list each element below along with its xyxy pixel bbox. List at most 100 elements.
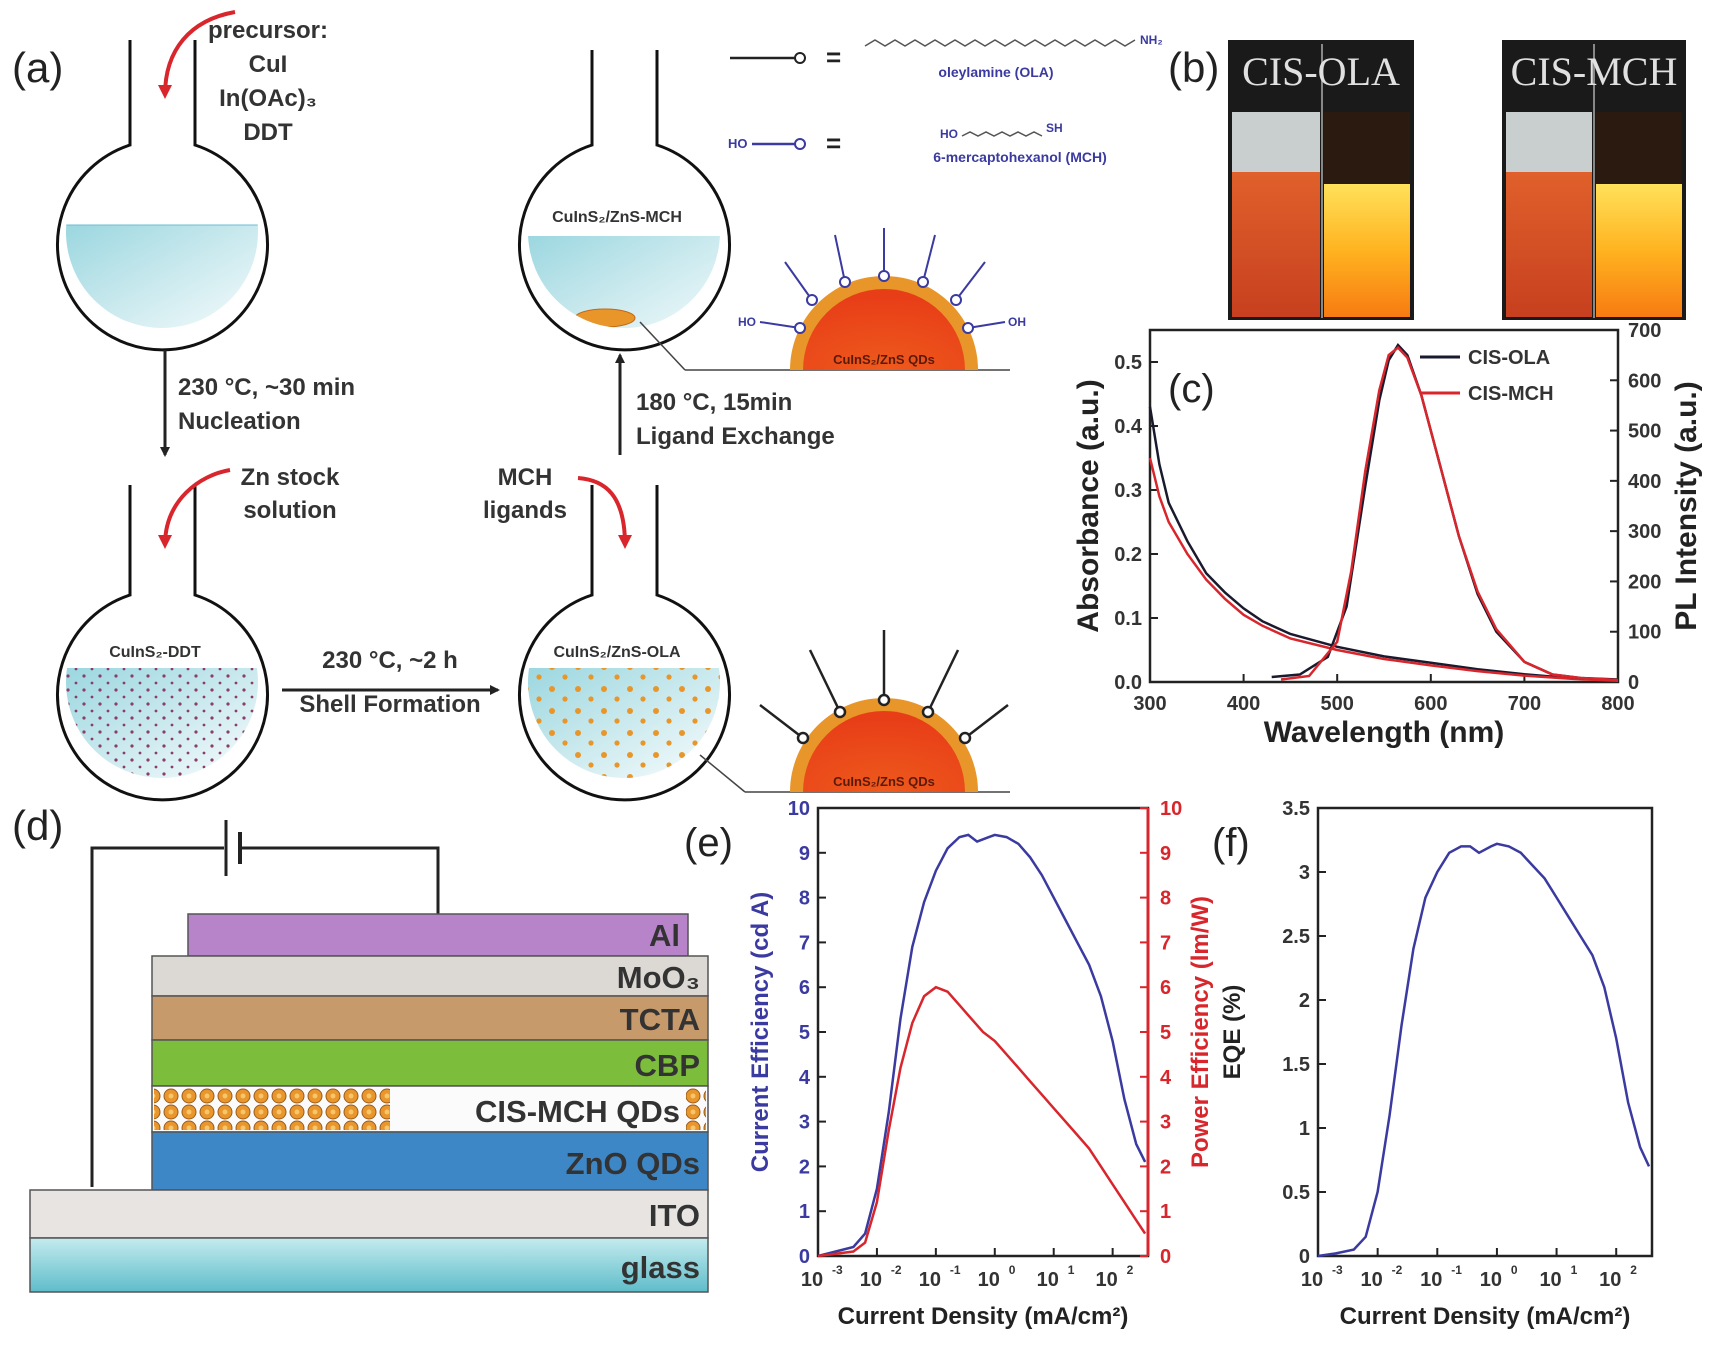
chart-e-y2tick-label: 8 — [1160, 888, 1171, 910]
chart-e-ytick-label: 2 — [799, 1156, 810, 1178]
chart-e-xtick-label: 10 — [919, 1269, 941, 1291]
chart-e-y2tick-label: 10 — [1160, 798, 1182, 820]
chart-c-y2tick-label: 600 — [1628, 370, 1661, 392]
chart-e-series-line — [817, 833, 1147, 1258]
vial-photo-ola: CIS-OLA — [1228, 40, 1414, 320]
chart-c-y2label: PL Intensity (a.u.) — [1670, 381, 1703, 630]
chart-c-ytick-label: 0.5 — [1114, 352, 1142, 374]
chart-e-ytick-label: 7 — [799, 932, 810, 954]
vial-photo-mch: CIS-MCH — [1502, 40, 1686, 320]
mch-oh-label: OH — [1008, 315, 1026, 329]
chart-c-series-line — [1271, 343, 1619, 681]
chart-e-y2tick-label: 4 — [1160, 1067, 1172, 1089]
chart-c-ylabel: Absorbance (a.u.) — [1072, 379, 1105, 632]
qd-mch-label: CuInS₂/ZnS QDs — [833, 352, 935, 367]
chart-e-ytick-label: 6 — [799, 977, 810, 999]
legend-ola-end: NH₂ — [1140, 33, 1163, 47]
chart-e-ytick-label: 10 — [788, 798, 810, 820]
precursor-label-1: CuI — [249, 51, 288, 78]
chart-e-ytick-label: 1 — [799, 1201, 810, 1223]
precursor-label-0: precursor: — [208, 17, 328, 44]
panel-b-label: (b) — [1168, 44, 1219, 91]
chart-c-y2tick-label: 200 — [1628, 571, 1661, 593]
nucleation-label-1: Nucleation — [178, 408, 301, 435]
chart-c-xtick-label: 700 — [1508, 693, 1541, 715]
legend-mch-ho-2: HO — [940, 127, 958, 141]
legend-mch-ho: HO — [728, 136, 748, 151]
qd-beads-edge — [686, 1088, 706, 1130]
mch-ligands-label-0: MCH — [498, 464, 553, 491]
layer-label-glass: glass — [621, 1250, 700, 1285]
chart-f-xtick-exp: 2 — [1630, 1263, 1637, 1277]
chart-e-xtick-exp: -1 — [950, 1263, 961, 1277]
chart-e-y2tick-label: 1 — [1160, 1201, 1171, 1223]
layer-label-zno: ZnO QDs — [566, 1146, 700, 1181]
chart-c-legend-ola: CIS-OLA — [1468, 347, 1550, 369]
chart-c-xtick-label: 400 — [1227, 693, 1260, 715]
precursor-label-2: In(OAc)₃ — [219, 85, 317, 112]
chart-f-xtick-label: 10 — [1301, 1269, 1323, 1291]
flask-ola-label: CuInS₂/ZnS-OLA — [553, 644, 681, 661]
chart-c-ytick-label: 0.3 — [1114, 480, 1142, 502]
legend-mch-end: SH — [1046, 121, 1063, 135]
chart-c-xtick-label: 500 — [1321, 693, 1354, 715]
shell-label-0: 230 °C, ~2 h — [322, 647, 458, 674]
chart-e-xtick-label: 10 — [801, 1269, 823, 1291]
chart-c-y2tick-label: 100 — [1628, 622, 1661, 644]
chart-f-xtick-exp: -2 — [1392, 1263, 1403, 1277]
chart-e-xtick-exp: 0 — [1009, 1263, 1016, 1277]
chart-f-panel-label: (f) — [1212, 821, 1250, 865]
device-layer-stack — [29, 913, 709, 1293]
chart-c-y2tick-label: 700 — [1628, 320, 1661, 342]
vial-ola-label: CIS-OLA — [1242, 49, 1400, 94]
layer-al — [187, 913, 689, 957]
chart-e-xtick-label: 10 — [1037, 1269, 1059, 1291]
ligand-exchange-label-0: 180 °C, 15min — [636, 389, 792, 416]
qd-beads-fill — [154, 1088, 390, 1130]
legend-equals-1: = — [826, 42, 841, 72]
chart-c-xlabel: Wavelength (nm) — [1264, 716, 1505, 749]
chart-e-xtick-label: 10 — [1096, 1269, 1118, 1291]
chart-f-xtick-label: 10 — [1420, 1269, 1442, 1291]
chart-f-ytick-label: 3.5 — [1282, 798, 1310, 820]
chart-f-frame — [1316, 806, 1654, 1258]
chart-e-ytick-label: 5 — [799, 1022, 810, 1044]
legend-ola-name: oleylamine (OLA) — [938, 64, 1053, 80]
layer-ito — [29, 1189, 709, 1239]
chart-f-ytick-label: 0.5 — [1282, 1182, 1310, 1204]
layer-glass — [29, 1237, 709, 1293]
chart-c-y2tick-label: 500 — [1628, 421, 1661, 443]
flask-ddt-label: CuInS₂-DDT — [109, 644, 201, 661]
nucleation-label-0: 230 °C, ~30 min — [178, 374, 355, 401]
chart-e-xtick-label: 10 — [978, 1269, 1000, 1291]
chart-c-ytick-label: 0.4 — [1114, 416, 1143, 438]
chart-c-xtick-label: 800 — [1601, 693, 1634, 715]
chart-c-series-line — [1280, 345, 1619, 682]
chart-e-y2tick-label: 0 — [1160, 1246, 1171, 1268]
panel-a: (a) precursor: CuI In(OAc)₃ DDT 230 °C, … — [12, 10, 1163, 802]
chart-e-y2tick-label: 2 — [1160, 1156, 1171, 1178]
chart-c-y2tick-label: 300 — [1628, 521, 1661, 543]
layer-cbp — [151, 1039, 709, 1087]
chart-f-ytick-label: 2.5 — [1282, 926, 1310, 948]
chart-f-xtick-exp: -1 — [1451, 1263, 1462, 1277]
chart-e-ytick-label: 3 — [799, 1112, 810, 1134]
legend-mch-name: 6-mercaptohexanol (MCH) — [933, 149, 1106, 165]
layer-moo3 — [151, 955, 709, 997]
flask-ddt — [56, 485, 269, 802]
chart-e-ytick-label: 8 — [799, 888, 810, 910]
chart-e: 10 -3 10 -2 10 -1 10 0 10 1 10 20123456789100123456… — [684, 798, 1214, 1330]
chart-e-ylabel: Current Efficiency (cd A) — [747, 892, 774, 1173]
chart-f-xtick-label: 10 — [1480, 1269, 1502, 1291]
chart-f-xtick-label: 10 — [1599, 1269, 1621, 1291]
layer-label-moo3: MoO₃ — [617, 960, 700, 995]
flask-mch-label: CuInS₂/ZnS-MCH — [552, 209, 682, 226]
layer-label-cbp: CBP — [635, 1048, 700, 1083]
chart-c-ytick-label: 0.2 — [1114, 544, 1142, 566]
chart-c: 300 400 500 600 700 800 0.0 0.1 0.2 0.3 0.4 0.5 0 100… — [1072, 320, 1703, 749]
chart-e-ytick-label: 0 — [799, 1246, 810, 1268]
qd-ola-label: CuInS₂/ZnS QDs — [833, 774, 935, 789]
chart-e-y2tick-label: 6 — [1160, 977, 1171, 999]
panel-d-label: (d) — [12, 802, 63, 849]
chart-e-y2tick-label: 7 — [1160, 932, 1171, 954]
